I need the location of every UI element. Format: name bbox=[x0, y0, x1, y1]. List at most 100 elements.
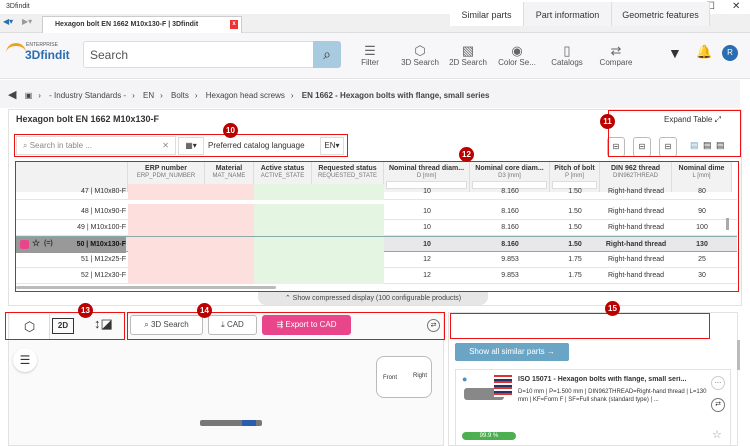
app-header: ENTERPRISE 3Dfindit Search ⌕ ☰ Filter ⬡ 3D… bbox=[0, 33, 750, 79]
breadcrumb-item[interactable]: - Industry Standards - bbox=[49, 91, 127, 100]
bell-icon[interactable]: 🔔 bbox=[696, 44, 713, 59]
row-label: 47 | M10x80-F bbox=[80, 188, 126, 195]
annotation-box-13 bbox=[5, 312, 125, 340]
horizontal-scrollbar[interactable] bbox=[16, 286, 276, 289]
status-cell bbox=[254, 204, 384, 220]
compressed-display-toggle[interactable]: ⌃ Show compressed display (100 configura… bbox=[258, 292, 488, 305]
bolt-model[interactable] bbox=[200, 420, 262, 426]
table-row[interactable]: 47 | M10x80-F 10 8.160 1.50 Right-hand t… bbox=[16, 184, 737, 200]
forward-icon[interactable]: ▶▾ bbox=[22, 17, 33, 26]
cad-download-button[interactable]: ⤓ CAD bbox=[208, 315, 257, 335]
panel-scrollbar[interactable] bbox=[737, 340, 740, 370]
close-window-button[interactable]: ✕ bbox=[732, 1, 741, 12]
column-header[interactable]: Nominal thread diam... D [mm] bbox=[384, 162, 470, 192]
density-compact-icon[interactable]: ▤ bbox=[690, 140, 699, 150]
row-label: 48 | M10x90-F bbox=[80, 208, 126, 215]
similar-part-card[interactable]: ● ISO 15071 - Hexagon bolts with flange,… bbox=[455, 369, 731, 446]
cube-front-label: Front bbox=[383, 375, 398, 381]
tab-geometric-features[interactable]: Geometric features bbox=[612, 2, 710, 26]
clear-icon: ✕ bbox=[162, 141, 169, 150]
table-row[interactable]: 52 | M12x30-F 12 9.853 1.75 Right-hand t… bbox=[16, 268, 737, 284]
equals-icon: (=) bbox=[44, 240, 53, 247]
breadcrumb-item[interactable]: EN bbox=[143, 91, 155, 100]
status-cell bbox=[254, 268, 384, 284]
star-icon[interactable]: ☆ bbox=[32, 238, 41, 248]
column-header[interactable]: DIN 962 thread DIN962THREAD bbox=[600, 162, 672, 192]
compare-tool[interactable]: ⇄ Compare bbox=[591, 43, 641, 67]
color-search-tool[interactable]: ◉ Color Se... bbox=[492, 43, 542, 67]
status-cell bbox=[254, 237, 384, 253]
annotation-badge-13: 13 bbox=[78, 303, 93, 318]
column-filter-input[interactable] bbox=[386, 181, 467, 189]
list-menu-icon[interactable]: ☰ bbox=[13, 348, 37, 372]
avatar[interactable]: R bbox=[722, 45, 738, 61]
erp-material-cell bbox=[128, 237, 254, 253]
view-3d-tab[interactable]: ⬡ bbox=[10, 314, 50, 340]
window-title: 3Dfindit bbox=[6, 3, 30, 10]
maximize-button[interactable]: ☐ bbox=[706, 1, 715, 12]
star-icon[interactable]: ☆ bbox=[712, 429, 722, 441]
image-icon: ▧ bbox=[461, 43, 475, 58]
back-icon[interactable]: ◀▾ bbox=[3, 17, 14, 26]
3d-search-button[interactable]: ⌕ 3D Search bbox=[130, 315, 203, 335]
configure-icon[interactable] bbox=[20, 240, 29, 249]
annotation-badge-15: 15 bbox=[605, 301, 620, 316]
row-label: 49 | M10x100-F bbox=[77, 224, 126, 231]
column-filter-input[interactable] bbox=[552, 181, 597, 189]
table-row[interactable]: 49 | M10x100-F 10 8.160 1.50 Right-hand … bbox=[16, 220, 737, 236]
logo: 3Dfindit bbox=[25, 48, 70, 62]
2d-search-tool[interactable]: ▧ 2D Search bbox=[443, 43, 493, 67]
expand-table-button[interactable]: Expand Table ⤢ bbox=[664, 115, 721, 124]
match-score-bar: 99.9 % bbox=[462, 432, 516, 440]
annotation-badge-11: 11 bbox=[600, 114, 615, 129]
column-header[interactable]: Pitch of bolt P [mm] bbox=[550, 162, 600, 192]
home-icon[interactable]: ▣ bbox=[24, 91, 33, 100]
page-title: Hexagon bolt EN 1662 M10x130-F bbox=[16, 114, 160, 124]
browser-tab[interactable]: Hexagon bolt EN 1662 M10x130-F | 3Dfindi… bbox=[42, 16, 242, 33]
density-large-icon[interactable]: ▤ bbox=[716, 140, 725, 150]
show-all-similar-button[interactable]: Show all similar parts → bbox=[455, 343, 569, 361]
column-header[interactable]: Nominal dime L [mm] bbox=[672, 162, 732, 192]
view-cube[interactable]: Front Right bbox=[376, 356, 432, 398]
vertical-scrollbar[interactable] bbox=[726, 218, 729, 230]
compare-circle-icon[interactable]: ⇄ bbox=[427, 319, 440, 332]
language-select[interactable]: EN▾ bbox=[320, 137, 344, 155]
tab-similar-parts[interactable]: Similar parts bbox=[450, 2, 524, 26]
funnel-icon[interactable]: ▼ bbox=[668, 45, 682, 61]
more-icon[interactable]: … bbox=[711, 376, 725, 390]
annotation-box-14 bbox=[127, 312, 445, 340]
export-list-icon[interactable]: ⊟ bbox=[659, 137, 677, 157]
table-row[interactable]: 51 | M12x25-F 12 9.853 1.75 Right-hand t… bbox=[16, 252, 737, 268]
logo-subtitle: ENTERPRISE bbox=[26, 42, 58, 48]
erp-material-cell bbox=[128, 252, 254, 268]
status-cell bbox=[254, 252, 384, 268]
erp-material-cell bbox=[128, 184, 254, 200]
filter-tool[interactable]: ☰ Filter bbox=[345, 43, 395, 67]
export-to-cad-button[interactable]: ⇶ Export to CAD bbox=[262, 315, 351, 335]
cube-right-label: Right bbox=[413, 373, 428, 379]
search-button[interactable]: ⌕ bbox=[313, 41, 341, 68]
table-row[interactable]: 50 | M10x130-F ☆ (=) 10 8.160 1.50 Right-… bbox=[16, 236, 737, 253]
tab-part-information[interactable]: Part information bbox=[524, 2, 612, 26]
density-normal-icon[interactable]: ▤ bbox=[703, 140, 712, 150]
column-filter-input[interactable] bbox=[472, 181, 547, 189]
table-row[interactable]: 48 | M10x90-F 10 8.160 1.50 Right-hand t… bbox=[16, 204, 737, 220]
breadcrumb-item[interactable]: Hexagon head screws bbox=[205, 91, 285, 100]
table-search-input[interactable]: ⌕ Search in table ... ✕ bbox=[16, 136, 176, 155]
column-header[interactable]: Nominal core diam... D3 [mm] bbox=[470, 162, 550, 192]
back-circle-icon[interactable]: ◀ bbox=[8, 89, 17, 101]
breadcrumb-item[interactable]: Bolts bbox=[171, 91, 189, 100]
annotation-badge-14: 14 bbox=[197, 303, 212, 318]
breadcrumb-current: EN 1662 - Hexagon bolts with flange, sma… bbox=[301, 91, 490, 100]
compare-icon[interactable]: ⇄ bbox=[711, 398, 725, 412]
sliders-icon: ☰ bbox=[364, 43, 376, 58]
view-2d-tab[interactable]: 2D bbox=[52, 318, 74, 334]
3d-search-tool[interactable]: ⬡ 3D Search bbox=[395, 43, 445, 67]
search-input[interactable]: Search bbox=[83, 41, 338, 68]
measure-icon[interactable]: ↕◪ bbox=[94, 316, 113, 331]
catalogs-tool[interactable]: ▯ Catalogs bbox=[542, 43, 592, 67]
annotation-box-15 bbox=[450, 313, 710, 339]
flags-icon bbox=[494, 375, 512, 397]
close-tab-icon[interactable]: x bbox=[230, 20, 238, 29]
column-picker[interactable]: ▦▾ bbox=[178, 137, 204, 155]
